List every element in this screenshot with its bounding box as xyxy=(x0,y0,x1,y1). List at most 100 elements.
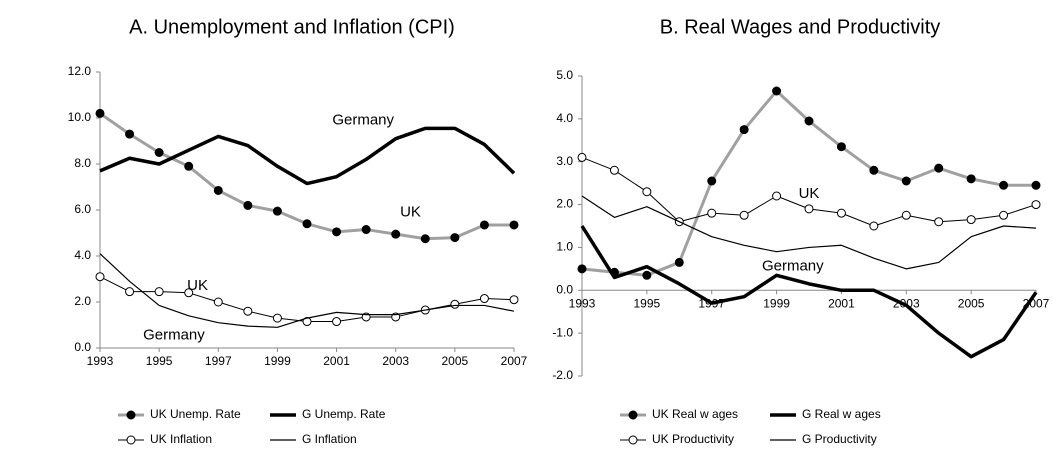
chart-title: A. Unemployment and Inflation (CPI) xyxy=(129,16,455,38)
data-point xyxy=(479,294,489,304)
data-point xyxy=(772,191,782,201)
y-tick-label: 10.0 xyxy=(68,110,92,124)
y-tick-label: -2.0 xyxy=(552,368,573,382)
annotation: Germany xyxy=(762,258,824,275)
data-point xyxy=(869,165,879,175)
y-tick-label: 8.0 xyxy=(74,156,91,170)
x-tick-label: 1993 xyxy=(569,296,596,310)
data-point xyxy=(999,210,1009,220)
y-tick-label: 6.0 xyxy=(74,202,91,216)
data-point xyxy=(450,299,460,309)
data-point xyxy=(836,208,846,218)
data-point xyxy=(332,317,342,327)
y-tick-label: 0.0 xyxy=(556,282,573,296)
legend-label: G Inflation xyxy=(302,432,357,446)
legend-marker xyxy=(628,435,638,445)
data-point xyxy=(95,108,105,118)
annotation: UK xyxy=(187,277,208,294)
y-tick-label: -1.0 xyxy=(552,325,573,339)
data-point xyxy=(739,210,749,220)
data-point xyxy=(125,287,135,297)
legend-label: UK Unemp. Rate xyxy=(150,407,241,421)
data-point xyxy=(999,180,1009,190)
y-tick-label: 0.0 xyxy=(74,340,91,354)
data-point xyxy=(642,187,652,197)
x-tick-label: 2001 xyxy=(323,354,350,368)
annotation: UK xyxy=(400,203,421,220)
data-point xyxy=(609,165,619,175)
data-point xyxy=(213,297,223,307)
data-point xyxy=(901,176,911,186)
data-point xyxy=(966,174,976,184)
x-tick-label: 2005 xyxy=(442,354,469,368)
legend-label: UK Real w ages xyxy=(652,407,738,421)
data-point xyxy=(213,185,223,195)
y-tick-label: 12.0 xyxy=(68,64,92,78)
data-point xyxy=(243,200,253,210)
legend-marker xyxy=(126,410,136,420)
x-tick-label: 1999 xyxy=(264,354,291,368)
x-tick-label: 1993 xyxy=(87,354,114,368)
data-point xyxy=(804,116,814,126)
data-point xyxy=(332,227,342,237)
legend-marker xyxy=(126,435,136,445)
data-point xyxy=(184,288,194,298)
data-point xyxy=(836,142,846,152)
data-point xyxy=(772,86,782,96)
data-point xyxy=(243,306,253,316)
x-tick-label: 2003 xyxy=(382,354,409,368)
y-tick-label: 3.0 xyxy=(556,154,573,168)
y-tick-label: 5.0 xyxy=(556,68,573,82)
chart-title: B. Real Wages and Productivity xyxy=(660,16,941,38)
y-tick-label: 4.0 xyxy=(556,111,573,125)
data-point xyxy=(125,129,135,139)
data-point xyxy=(450,233,460,243)
data-point xyxy=(739,125,749,135)
annotation: Germany xyxy=(143,326,205,343)
y-tick-label: 4.0 xyxy=(74,248,91,262)
data-point xyxy=(184,161,194,171)
y-tick-label: 1.0 xyxy=(556,240,573,254)
legend-label: UK Productivity xyxy=(652,432,734,446)
series-line xyxy=(99,126,516,186)
data-point xyxy=(391,229,401,239)
data-point xyxy=(1031,200,1041,210)
x-tick-label: 1999 xyxy=(763,296,790,310)
data-point xyxy=(479,220,489,230)
data-point xyxy=(361,225,371,235)
data-point xyxy=(272,206,282,216)
data-point xyxy=(804,204,814,214)
annotation: Germany xyxy=(332,111,394,128)
data-point xyxy=(901,210,911,220)
data-point xyxy=(154,148,164,157)
data-point xyxy=(642,270,652,280)
x-tick-label: 1995 xyxy=(634,296,661,310)
legend-label: G Productivity xyxy=(802,432,877,446)
data-point xyxy=(1031,180,1041,190)
series-line xyxy=(580,225,1038,359)
data-point xyxy=(509,220,519,230)
legend-label: G Real w ages xyxy=(802,407,881,421)
legend-label: G Unemp. Rate xyxy=(302,407,386,421)
data-point xyxy=(509,295,519,305)
data-point xyxy=(966,215,976,225)
data-point xyxy=(95,272,105,282)
legend-label: UK Inflation xyxy=(150,432,212,446)
x-tick-label: 1997 xyxy=(205,354,232,368)
data-point xyxy=(707,176,717,186)
x-tick-label: 2001 xyxy=(828,296,855,310)
x-tick-label: 2007 xyxy=(501,354,528,368)
data-point xyxy=(934,163,944,173)
data-point xyxy=(934,217,944,227)
data-point xyxy=(302,219,312,229)
legend-marker xyxy=(628,410,638,420)
x-tick-label: 1995 xyxy=(146,354,173,368)
data-point xyxy=(869,221,879,231)
x-tick-label: 2005 xyxy=(958,296,985,310)
data-point xyxy=(674,257,684,267)
annotation: UK xyxy=(799,185,820,202)
data-point xyxy=(577,264,587,274)
data-point xyxy=(707,208,717,218)
y-tick-label: 2.0 xyxy=(556,197,573,211)
